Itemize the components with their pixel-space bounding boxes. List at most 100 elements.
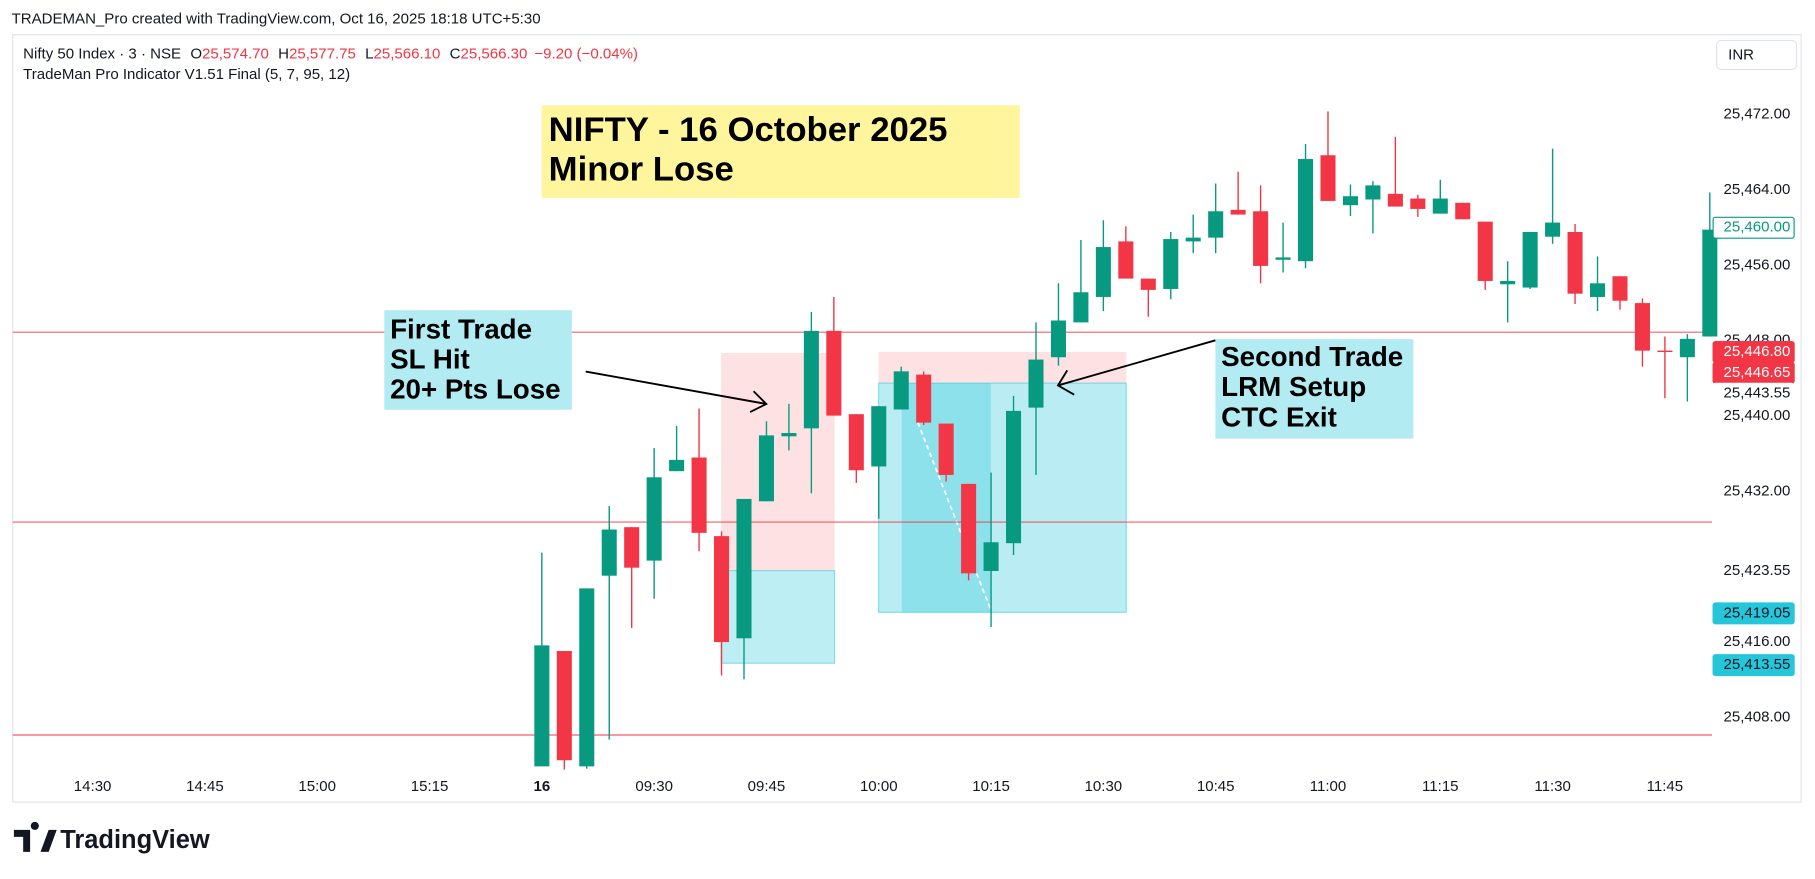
candle-body [714, 536, 730, 643]
candle-body [961, 483, 977, 574]
indicator: TradeMan Pro Indicator V1.51 Final (5, 7… [23, 66, 350, 83]
candle-body [691, 457, 707, 533]
candle-body [893, 371, 909, 410]
candle-body [624, 527, 640, 568]
candle-body [1230, 209, 1246, 215]
x-tick-label: 16 [533, 778, 550, 795]
candle-body [1365, 185, 1381, 200]
x-tick-label: 11:00 [1310, 778, 1347, 795]
candle-body [1140, 278, 1156, 290]
candle-body [534, 645, 550, 767]
x-tick-label: 11:45 [1647, 778, 1684, 795]
x-tick-label: 11:15 [1422, 778, 1459, 795]
candle-body [646, 477, 662, 561]
price-label: 25,460.00 [1724, 219, 1791, 236]
symbol: Nifty 50 Index · 3 · NSE [23, 45, 181, 62]
ohlc-key: C [450, 45, 461, 62]
y-tick-label: 25,416.00 [1724, 633, 1791, 650]
annotations: NIFTY - 16 October 2025 Minor Lose First… [384, 105, 1414, 439]
logo: TradingView [13, 821, 210, 854]
candle-body [1679, 338, 1695, 358]
candle-body [1477, 221, 1493, 281]
candle-body [1545, 222, 1561, 237]
y-tick-label: 25,456.00 [1724, 256, 1791, 273]
ohlc-value: 25,577.75 [289, 45, 356, 62]
candle-body [1522, 231, 1538, 288]
candle-body [1163, 239, 1179, 289]
price-label-box [1712, 216, 1795, 239]
ohlc-key: H [278, 45, 289, 62]
candle-body [1342, 196, 1358, 206]
candle-body [1702, 229, 1718, 337]
header-text: TRADEMAN_Pro created with TradingView.co… [12, 11, 541, 28]
note-line: CTC Exit [1221, 401, 1337, 432]
candle-body [1095, 247, 1111, 297]
candle-body [1185, 237, 1201, 242]
candle-body [1028, 359, 1044, 408]
price-label: 25,413.55 [1724, 656, 1791, 673]
y-tick-label: 25,472.00 [1724, 106, 1791, 123]
note-line: 20+ Pts Lose [390, 374, 561, 405]
candle-body [579, 588, 595, 767]
candle-body [916, 374, 932, 423]
candle-body [1589, 283, 1606, 297]
candle-body [1567, 231, 1583, 294]
logo-icon [13, 821, 57, 852]
logo-text: TradingView [60, 826, 210, 854]
note-line: First Trade [390, 313, 532, 344]
change: −9.20 (−0.04%) [534, 45, 638, 62]
candle-body [781, 433, 797, 437]
arrow [585, 370, 768, 413]
price-label-box [1712, 382, 1795, 405]
candle-body [1118, 241, 1134, 279]
title-box [541, 105, 1020, 198]
candle-body [1634, 303, 1650, 351]
price-label: 25,443.55 [1724, 385, 1791, 402]
ohlc-value: 25,566.30 [461, 45, 528, 62]
candle-body [669, 459, 685, 472]
candle-body [1500, 280, 1516, 285]
candle-body [601, 529, 617, 576]
candle-body [1253, 211, 1269, 266]
candle-body [1432, 198, 1448, 214]
ohlc-value: 25,574.70 [202, 45, 269, 62]
price-label-box [1712, 654, 1795, 677]
candle-body [1410, 198, 1426, 209]
candles [534, 111, 1718, 770]
candle-body [1208, 211, 1224, 238]
x-tick-label: 15:00 [298, 778, 336, 795]
candle-body [1320, 155, 1336, 201]
title-line: Minor Lose [549, 150, 734, 188]
y-tick-label: 25,432.00 [1724, 482, 1791, 499]
x-tick-label: 14:45 [186, 778, 224, 795]
price-label-box [1712, 602, 1795, 625]
candle-body [1387, 193, 1403, 207]
candle-body [1275, 257, 1291, 260]
x-tick-label: 09:30 [635, 778, 673, 795]
candle-body [1657, 350, 1673, 353]
ohlc-value: 25,566.10 [374, 45, 441, 62]
candle-body [938, 423, 954, 475]
currency[interactable]: INR [1728, 47, 1754, 64]
x-tick-label: 15:15 [411, 778, 449, 795]
candle-body [871, 406, 887, 467]
x-tick-label: 09:45 [748, 778, 786, 795]
price-label: 25,419.05 [1724, 604, 1791, 621]
stop-zone [878, 351, 1127, 384]
note-line: LRM Setup [1221, 371, 1366, 402]
ohlc-key: O [190, 45, 202, 62]
currency-button[interactable] [1716, 39, 1798, 71]
note-line: SL Hit [390, 343, 470, 374]
price-label-box [1712, 559, 1795, 582]
trade-path [917, 422, 992, 611]
y-tick-label: 25,464.00 [1724, 181, 1791, 198]
y-tick-label: 25,408.00 [1724, 708, 1791, 725]
note-line: Second Trade [1221, 341, 1403, 372]
candle-body [1050, 320, 1066, 358]
candle-body [556, 651, 572, 761]
x-tick-label: 10:00 [860, 778, 898, 795]
x-tick-label: 10:45 [1197, 778, 1235, 795]
candle-body [1073, 292, 1089, 323]
